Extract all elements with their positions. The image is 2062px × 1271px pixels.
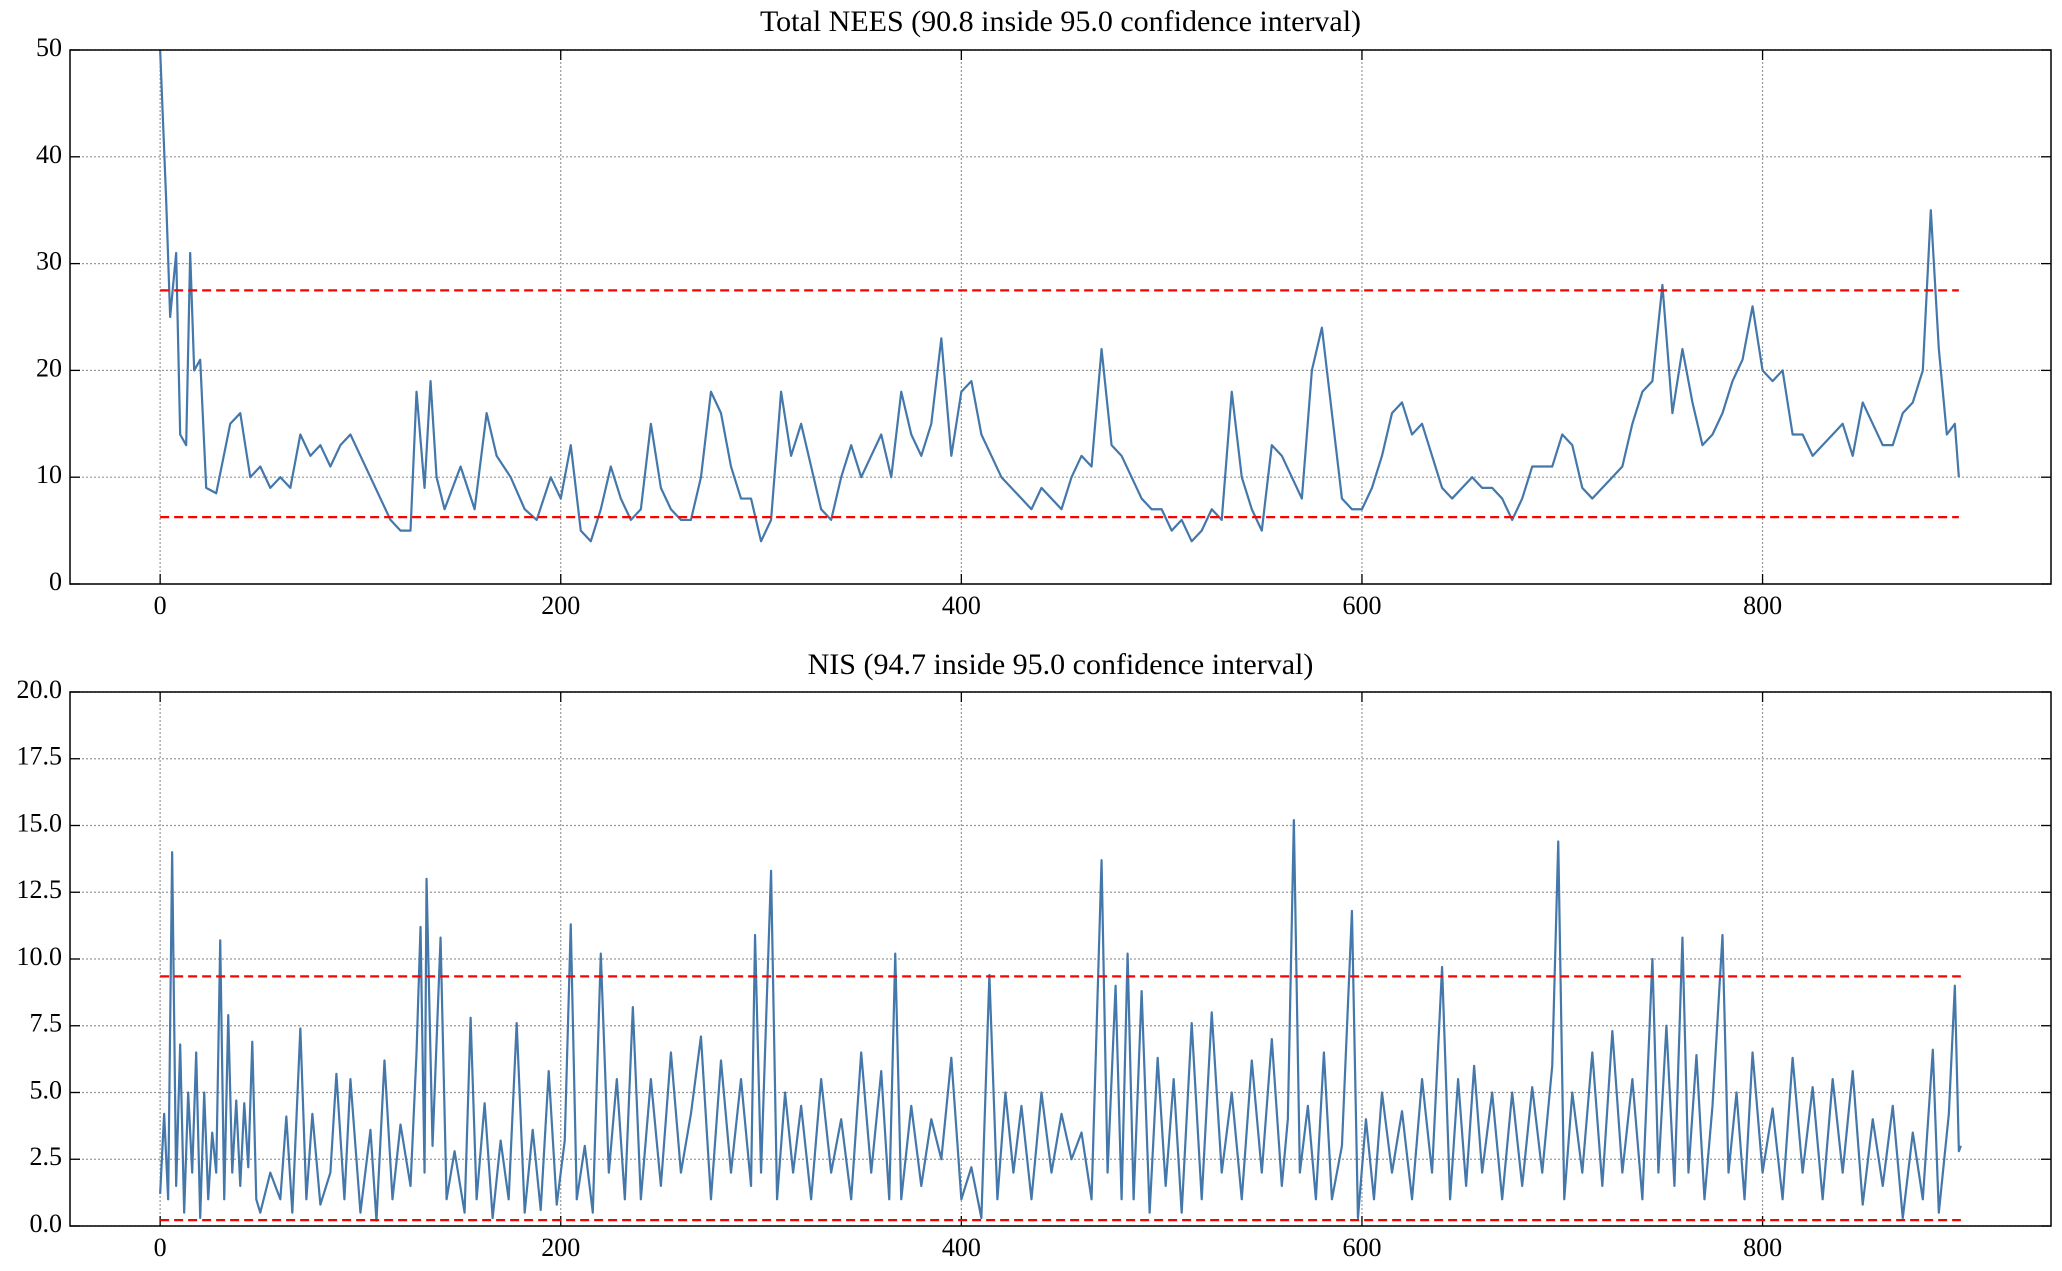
- x-tick-label: 200: [541, 591, 580, 620]
- x-tick-label: 0: [154, 591, 167, 620]
- x-tick-label: 600: [1342, 591, 1381, 620]
- y-tick-label: 40: [36, 140, 62, 169]
- x-tick-label: 800: [1743, 591, 1782, 620]
- y-tick-label: 0: [49, 567, 62, 596]
- y-tick-label: 7.5: [30, 1009, 63, 1038]
- x-tick-label: 0: [154, 1233, 167, 1262]
- y-tick-label: 15.0: [17, 808, 63, 837]
- x-tick-label: 200: [541, 1233, 580, 1262]
- y-tick-label: 10: [36, 460, 62, 489]
- x-tick-label: 400: [942, 591, 981, 620]
- axes-frame: [69, 691, 2052, 1227]
- y-tick-label: 20.0: [17, 675, 63, 704]
- y-tick-label: 10.0: [17, 942, 63, 971]
- data-line: [159, 819, 1962, 1222]
- x-tick-label: 800: [1743, 1233, 1782, 1262]
- x-tick-label: 400: [942, 1233, 981, 1262]
- y-tick-label: 30: [36, 247, 62, 276]
- y-tick-label: 17.5: [17, 742, 63, 771]
- chart-title: Total NEES (90.8 inside 95.0 confidence …: [760, 5, 1361, 38]
- y-tick-label: 50: [36, 33, 62, 62]
- y-tick-label: 20: [36, 353, 62, 382]
- y-tick-label: 0.0: [30, 1209, 63, 1238]
- x-tick-label: 600: [1342, 1233, 1381, 1262]
- chart-title: NIS (94.7 inside 95.0 confidence interva…: [808, 648, 1314, 681]
- y-tick-label: 2.5: [30, 1142, 63, 1171]
- axes-frame: [69, 49, 2052, 585]
- y-tick-label: 5.0: [30, 1075, 63, 1104]
- y-tick-label: 12.5: [17, 875, 63, 904]
- data-line: [159, 50, 1960, 543]
